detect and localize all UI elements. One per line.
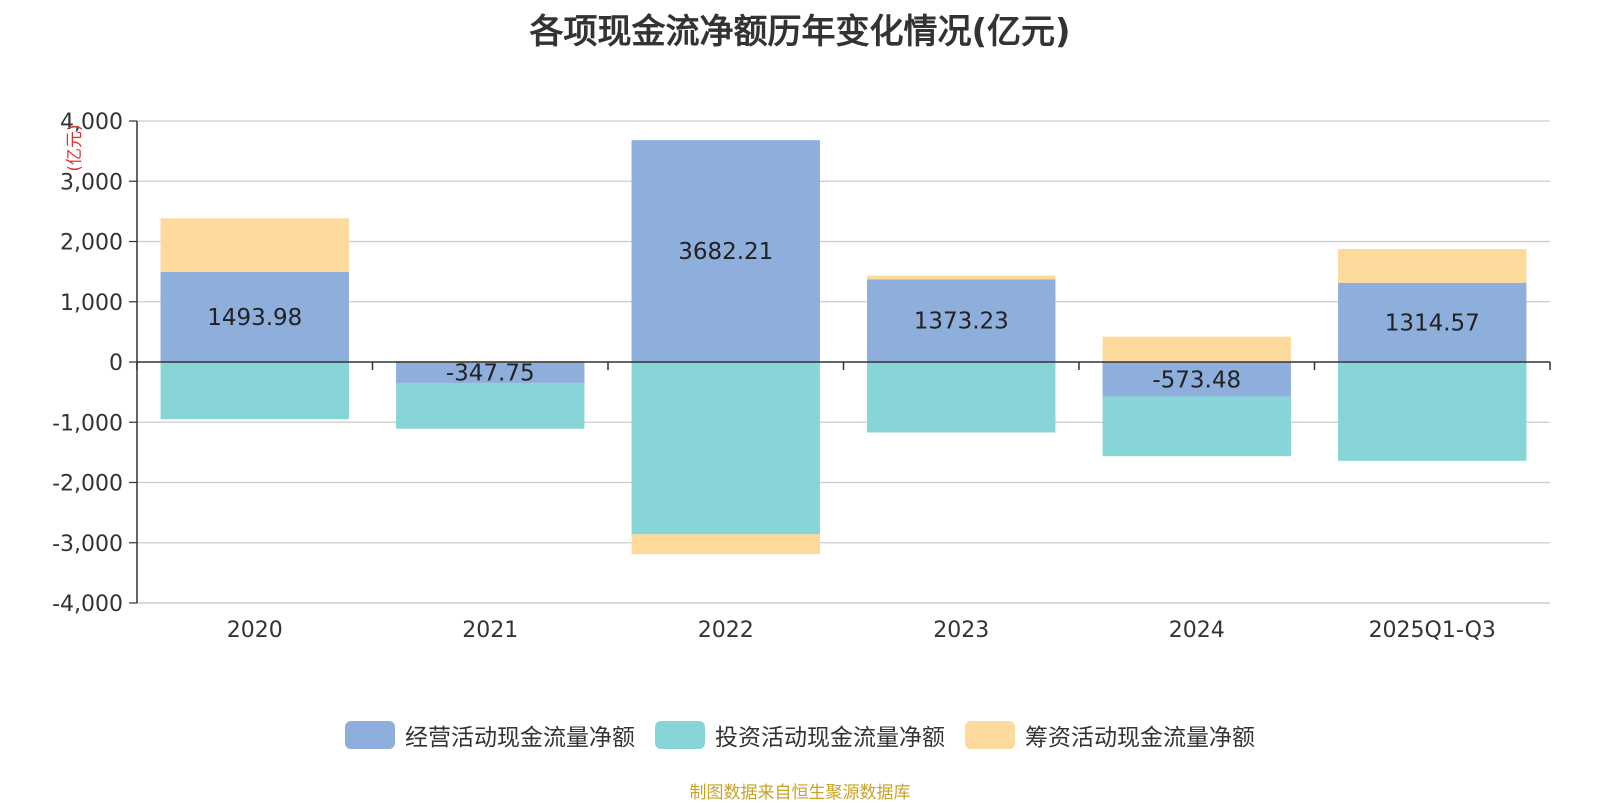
y-tick-label: -1,000 [52, 411, 123, 436]
y-tick-label: -3,000 [52, 532, 123, 557]
legend-swatch [655, 721, 705, 749]
axes: 4,000 3,000 2,000 1,000 0 -1,000 -2,000 -3,000 -… [52, 110, 1551, 643]
x-tick-label: 2022 [698, 618, 754, 643]
data-label: -347.75 [446, 360, 535, 386]
legend-item[interactable]: 筹资活动现金流量净额 [965, 718, 1255, 752]
grid-lines [137, 120, 1550, 604]
bar-segment [396, 382, 585, 429]
bar-segment [867, 275, 1056, 280]
data-label: 1373.23 [914, 309, 1009, 335]
bar-segment [867, 362, 1056, 433]
y-tick-label: 0 [109, 351, 123, 376]
legend-label: 经营活动现金流量净额 [405, 725, 635, 751]
bar-segment [160, 271, 349, 362]
bar-segment [867, 279, 1056, 362]
chart-canvas: 4,000 3,000 2,000 1,000 0 -1,000 -2,000 -3,000 -… [52, 110, 1551, 643]
data-labels: 1493.98 -347.75 3682.21 1373.23 -573.48 1314.… [207, 239, 1480, 393]
y-tick-label: 4,000 [60, 110, 123, 135]
x-tick-label: 2025Q1-Q3 [1369, 618, 1496, 643]
y-tick-label: 2,000 [60, 231, 123, 256]
legend: 经营活动现金流量净额 投资活动现金流量净额 筹资活动现金流量净额 [0, 718, 1600, 752]
bar-segment [160, 218, 349, 272]
y-axis-label: (亿元) [65, 124, 85, 171]
legend-swatch [345, 721, 395, 749]
bar-segment [396, 362, 585, 383]
x-tick-label: 2023 [933, 618, 989, 643]
legend-item[interactable]: 经营活动现金流量净额 [345, 718, 635, 752]
legend-swatch [965, 721, 1015, 749]
bar-segment [1338, 362, 1527, 461]
bar-segment [1338, 249, 1527, 283]
bars [160, 140, 1527, 555]
legend-label: 筹资活动现金流量净额 [1025, 725, 1255, 751]
bar-segment [631, 362, 820, 535]
bar-segment [631, 140, 820, 362]
y-tick-label: 1,000 [60, 291, 123, 316]
bar-segment [1102, 336, 1291, 362]
legend-item[interactable]: 投资活动现金流量净额 [655, 718, 945, 752]
legend-label: 投资活动现金流量净额 [715, 725, 945, 751]
chart-title: 各项现金流净额历年变化情况(亿元) [529, 12, 1071, 52]
bar-segment [631, 534, 820, 555]
data-label: 1314.57 [1385, 310, 1480, 336]
data-label: 1493.98 [207, 305, 302, 331]
y-tick-label: 3,000 [60, 170, 123, 195]
bar-segment [1102, 396, 1291, 457]
y-tick-label: -4,000 [52, 592, 123, 617]
bar-segment [1102, 362, 1291, 397]
data-label: 3682.21 [678, 239, 773, 265]
x-tick-label: 2024 [1169, 618, 1225, 643]
x-tick-label: 2020 [227, 618, 283, 643]
x-tick-label: 2021 [462, 618, 518, 643]
data-label: -573.48 [1152, 367, 1241, 393]
y-tick-label: -2,000 [52, 472, 123, 497]
bar-segment [1338, 282, 1527, 362]
bar-segment [160, 362, 349, 420]
source-note: 制图数据来自恒生聚源数据库 [689, 783, 911, 803]
